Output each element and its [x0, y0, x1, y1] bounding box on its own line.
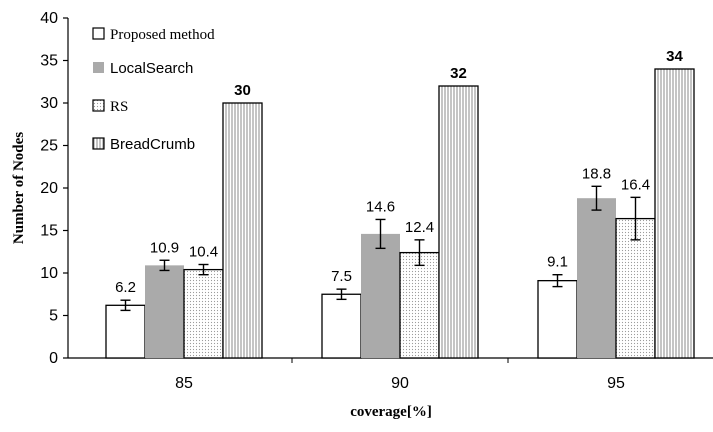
- y-tick-label: 0: [49, 350, 58, 367]
- data-label-proposed-method-90: 7.5: [331, 268, 352, 285]
- legend-label-proposed-method: Proposed method: [110, 27, 215, 43]
- data-label-localsearch-90: 14.6: [366, 198, 395, 215]
- bar-rs-85: [183, 268, 224, 359]
- legend-swatch-localsearch: [93, 62, 104, 73]
- y-tick-label: 20: [40, 180, 58, 197]
- bar-localsearch-85: [145, 265, 184, 358]
- y-axis-title: Number of Nodes: [11, 132, 27, 244]
- bar-breadcrumb-95: [654, 68, 695, 359]
- bar-breadcrumb-90: [438, 85, 479, 359]
- y-tick-label: 40: [40, 10, 58, 27]
- data-label-proposed-method-95: 9.1: [547, 254, 568, 271]
- x-axis-title: coverage[%]: [350, 404, 432, 420]
- y-tick-label: 5: [49, 308, 58, 325]
- legend-swatch-rs: [92, 99, 105, 112]
- data-label-proposed-method-85: 6.2: [115, 279, 136, 296]
- x-tick-label: 95: [607, 375, 625, 392]
- x-tick-label: 90: [391, 375, 409, 392]
- y-tick-label: 25: [40, 138, 58, 155]
- y-tick-label: 15: [40, 223, 58, 240]
- x-tick-label: 85: [175, 375, 193, 392]
- legend-label-breadcrumb: BreadCrumb: [110, 136, 195, 153]
- legend-label-localsearch: LocalSearch: [110, 60, 193, 77]
- data-label-rs-85: 10.4: [189, 244, 218, 261]
- bar-proposed-method-95: [537, 279, 578, 359]
- data-label-localsearch-95: 18.8: [582, 165, 611, 182]
- data-label-rs-95: 16.4: [621, 176, 650, 193]
- data-label-breadcrumb-95: 34: [666, 48, 683, 65]
- bar-rs-90: [399, 251, 440, 359]
- bar-localsearch-95: [577, 198, 616, 358]
- y-tick-label: 30: [40, 95, 58, 112]
- data-label-breadcrumb-90: 32: [450, 65, 467, 82]
- y-tick-label: 35: [40, 53, 58, 70]
- data-label-breadcrumb-85: 30: [234, 82, 251, 99]
- bar-localsearch-90: [361, 233, 400, 358]
- bar-proposed-method-90: [321, 293, 362, 359]
- bar-breadcrumb-85: [222, 102, 263, 359]
- legend: Proposed method LocalSearch RS BreadCrum…: [92, 27, 215, 153]
- data-label-localsearch-85: 10.9: [150, 239, 179, 256]
- legend-swatch-breadcrumb: [92, 137, 105, 150]
- bar-proposed-method-85: [105, 304, 146, 359]
- y-tick-label: 10: [40, 265, 58, 282]
- legend-swatch-proposed-method: [92, 27, 105, 40]
- legend-label-rs: RS: [110, 99, 128, 115]
- data-label-rs-90: 12.4: [405, 219, 434, 236]
